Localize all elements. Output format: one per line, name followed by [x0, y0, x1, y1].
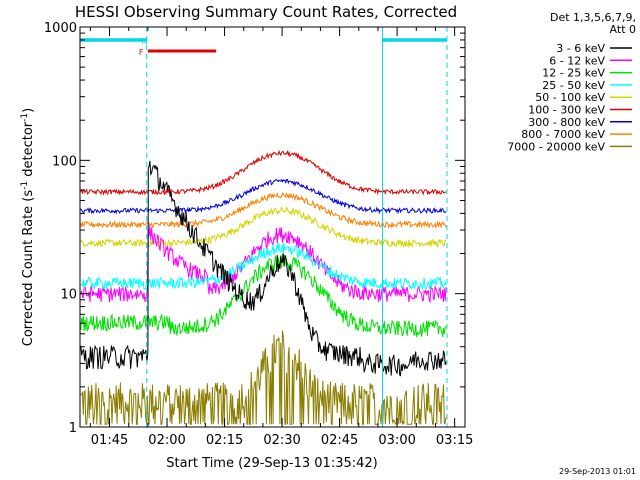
legend-label: 50 - 100 keV	[535, 91, 605, 104]
legend-label: 300 - 800 keV	[528, 116, 605, 129]
x-tick-label: 02:30	[263, 433, 300, 448]
x-tick-label: 01:45	[91, 433, 128, 448]
series-line-3	[80, 242, 447, 291]
legend-header: Det 1,3,5,6,7,9,	[550, 11, 636, 24]
legend-header: Att 0	[610, 23, 636, 36]
x-tick-label: 02:15	[206, 433, 243, 448]
plot-frame	[79, 26, 466, 428]
x-tick-label: 02:45	[321, 433, 358, 448]
chart-title: HESSI Observing Summary Count Rates, Cor…	[75, 3, 457, 21]
series-line-6	[80, 178, 447, 215]
y-tick-label: 1	[69, 421, 77, 436]
flag-markers: FN	[139, 37, 217, 57]
y-tick-label: 10	[60, 288, 77, 303]
y-tick-label: 1000	[44, 21, 77, 36]
legend-label: 100 - 300 keV	[528, 104, 605, 117]
legend-label: 800 - 7000 keV	[521, 128, 605, 141]
series-line-4	[80, 205, 447, 248]
y-axis-label: Corrected Count Rate (s-1 detector-1)	[20, 108, 36, 346]
series-line-0	[80, 160, 447, 377]
legend-label: 7000 - 20000 keV	[507, 140, 605, 153]
x-tick-label: 02:00	[148, 433, 185, 448]
series-line-5	[80, 149, 447, 196]
legend-label: 12 - 25 keV	[542, 67, 605, 80]
legend-label: 3 - 6 keV	[556, 42, 605, 55]
series-line-2	[80, 254, 447, 338]
x-axis-label: Start Time (29-Sep-13 01:35:42)	[166, 456, 377, 471]
x-tick-label: 03:15	[436, 433, 473, 448]
y-tick-label: 100	[52, 154, 77, 169]
series-line-1	[80, 225, 447, 304]
plot-timestamp: 29-Sep-2013 01:01	[559, 467, 636, 476]
data-layer	[80, 149, 447, 427]
legend-label: 6 - 12 keV	[549, 54, 605, 67]
axes: 1 10 100 1000 01:45 02:00 02:15 02:30 02:45 03:00…	[44, 21, 473, 448]
flag-label: N	[142, 37, 148, 46]
flag-label: F	[139, 48, 144, 57]
series-line-8	[80, 330, 447, 427]
legend-label: 25 - 50 keV	[542, 79, 605, 92]
x-tick-label: 03:00	[378, 433, 415, 448]
series-line-7	[80, 191, 447, 230]
